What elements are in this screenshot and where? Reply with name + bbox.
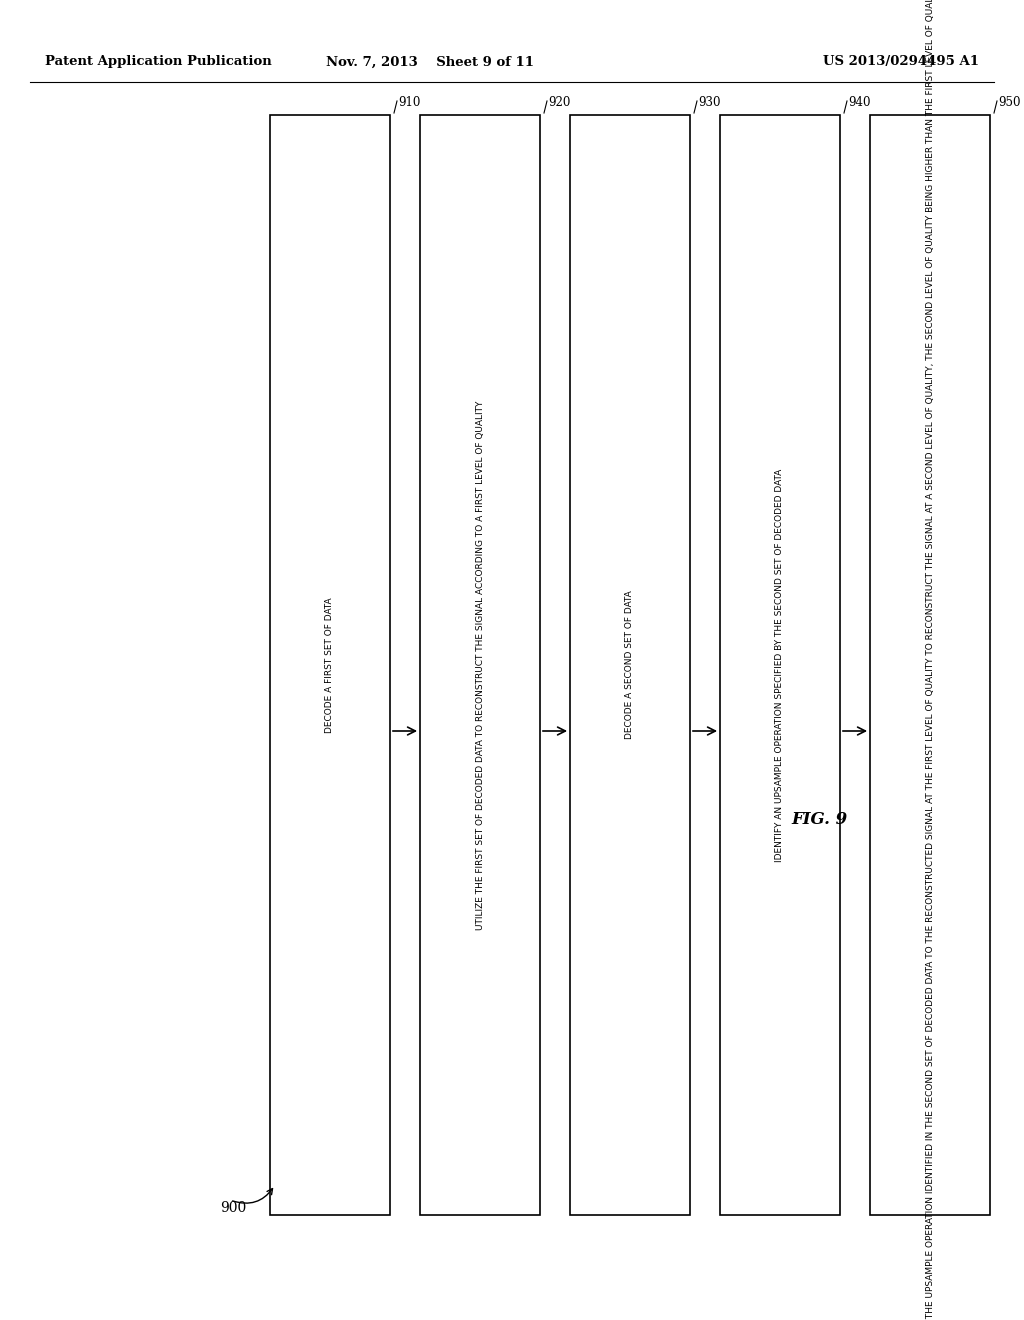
Bar [420, 115, 540, 1214]
Text: 950: 950 [998, 96, 1021, 110]
Text: FIG. 9: FIG. 9 [792, 812, 848, 829]
Bar [720, 115, 840, 1214]
Text: Nov. 7, 2013    Sheet 9 of 11: Nov. 7, 2013 Sheet 9 of 11 [326, 55, 535, 69]
Text: IDENTIFY AN UPSAMPLE OPERATION SPECIFIED BY THE SECOND SET OF DECODED DATA: IDENTIFY AN UPSAMPLE OPERATION SPECIFIED… [775, 469, 784, 862]
Text: Patent Application Publication: Patent Application Publication [45, 55, 271, 69]
Text: 940: 940 [848, 96, 870, 110]
Bar [870, 115, 990, 1214]
Text: 900: 900 [220, 1201, 246, 1214]
Text: APPLY THE UPSAMPLE OPERATION IDENTIFIED IN THE SECOND SET OF DECODED DATA TO THE: APPLY THE UPSAMPLE OPERATION IDENTIFIED … [926, 0, 935, 1320]
Text: DECODE A SECOND SET OF DATA: DECODE A SECOND SET OF DATA [626, 590, 635, 739]
Text: US 2013/0294495 A1: US 2013/0294495 A1 [823, 55, 979, 69]
Text: DECODE A FIRST SET OF DATA: DECODE A FIRST SET OF DATA [326, 597, 335, 733]
Text: 920: 920 [548, 96, 570, 110]
Text: 930: 930 [698, 96, 721, 110]
Bar [570, 115, 690, 1214]
Text: 910: 910 [398, 96, 421, 110]
Text: UTILIZE THE FIRST SET OF DECODED DATA TO RECONSTRUCT THE SIGNAL ACCORDING TO A F: UTILIZE THE FIRST SET OF DECODED DATA TO… [475, 400, 484, 929]
Bar [270, 115, 390, 1214]
